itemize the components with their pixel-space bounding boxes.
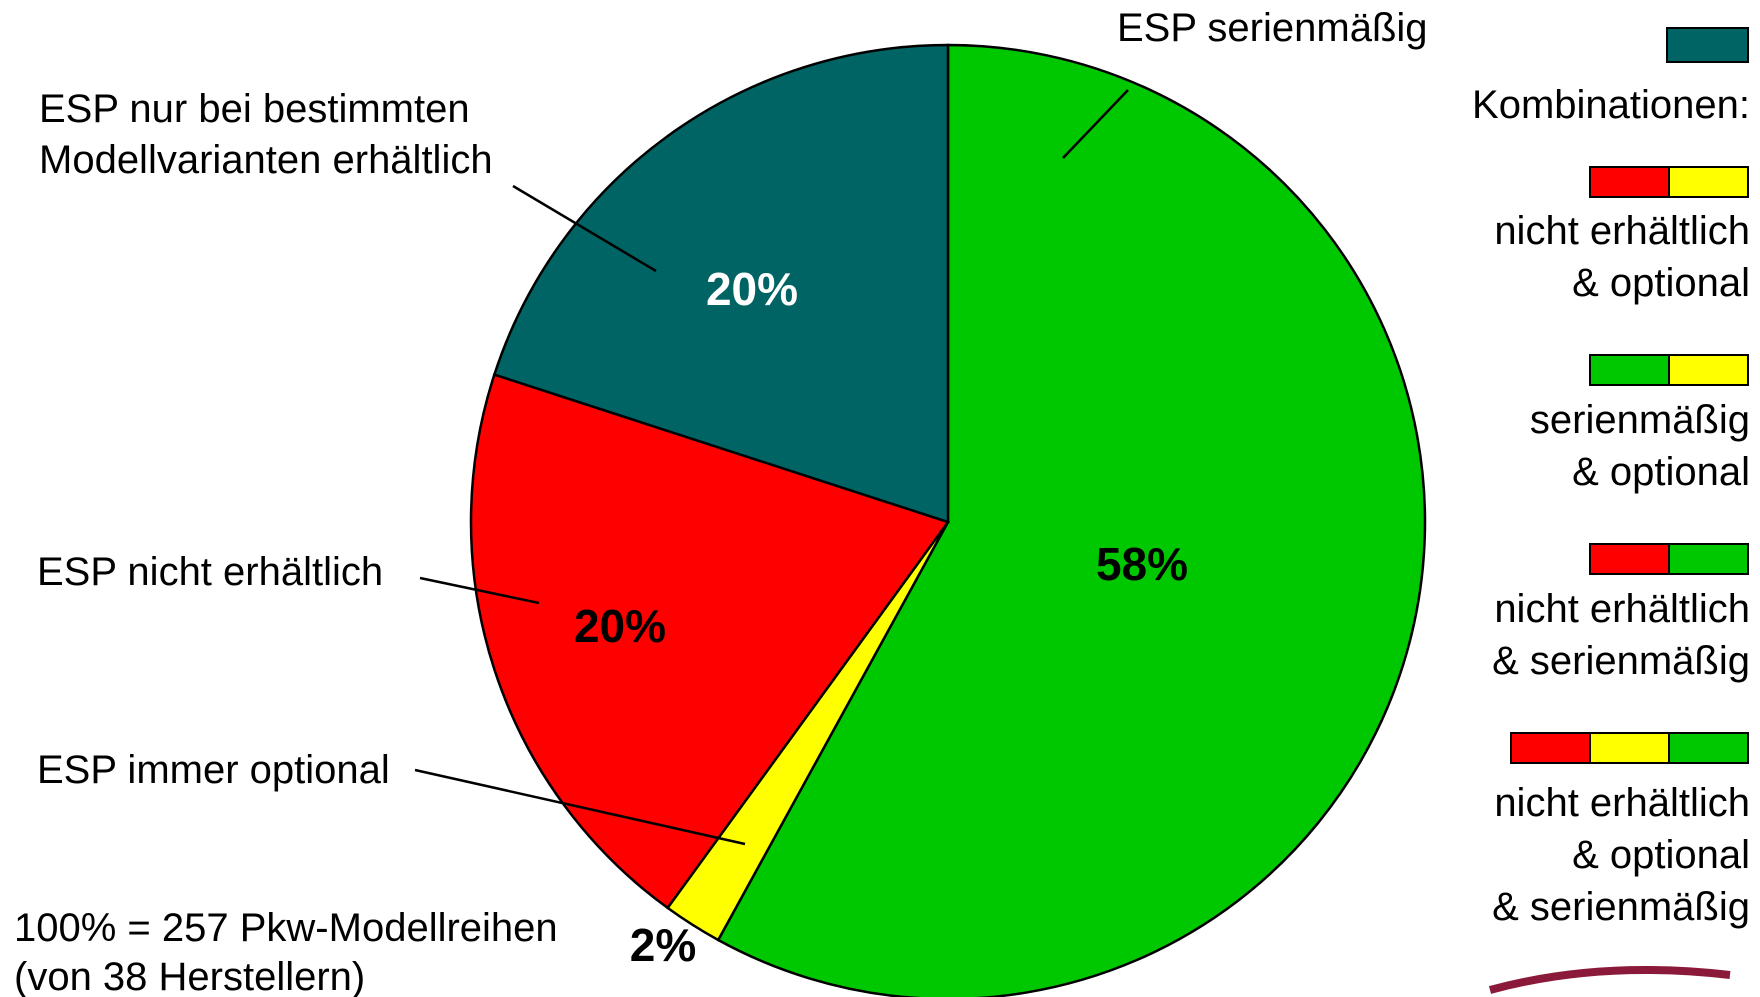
value-label: 2% xyxy=(629,919,697,971)
legend-label: & optional xyxy=(1572,261,1750,305)
legend-label: nicht erhältlich xyxy=(1494,209,1750,253)
legend-label: nicht erhältlich xyxy=(1494,587,1750,631)
legend-swatch xyxy=(1666,27,1749,63)
value-label: 20% xyxy=(573,600,667,652)
legend-label: & serienmäßig xyxy=(1492,639,1750,683)
legend-swatch xyxy=(1589,543,1670,575)
pie-slice xyxy=(716,43,1427,997)
legend-swatch xyxy=(1668,166,1749,198)
logo xyxy=(1488,966,1731,994)
slice-label: ESP immer optional xyxy=(37,748,390,792)
legend-label: & optional xyxy=(1572,450,1750,494)
slice-label: ESP nur bei bestimmten Modellvarianten e… xyxy=(39,87,493,182)
legend-label: serienmäßig xyxy=(1529,398,1750,442)
legend-swatch xyxy=(1589,732,1670,764)
value-label: 20% xyxy=(705,263,799,315)
legend-swatch xyxy=(1668,354,1749,386)
legend-label: & serienmäßig xyxy=(1492,885,1750,929)
legend-swatch xyxy=(1510,732,1591,764)
leader-line xyxy=(1062,89,1129,159)
note: 100% = 257 Pkw-Modellreihen xyxy=(14,906,558,950)
legend-swatch xyxy=(1589,166,1670,198)
legend-swatch xyxy=(1589,354,1670,386)
note: (von 38 Herstellern) xyxy=(14,955,366,997)
legend-swatch xyxy=(1668,543,1749,575)
value-label: 58% xyxy=(1095,538,1189,590)
pie xyxy=(469,43,1427,997)
leader-line xyxy=(512,184,657,273)
leader-line xyxy=(414,768,746,846)
pie-slice xyxy=(492,43,950,524)
legend-label: nicht erhältlich xyxy=(1494,781,1750,825)
pie-slice xyxy=(469,373,951,910)
slice-label: ESP nicht erhältlich xyxy=(37,550,384,594)
legend-title: Kombinationen: xyxy=(1472,83,1750,127)
legend-swatch xyxy=(1668,732,1749,764)
legend-label: & optional xyxy=(1572,833,1750,877)
slice-label: ESP serienmäßig xyxy=(1117,6,1428,50)
leader-line xyxy=(419,576,540,605)
leader-lines xyxy=(414,89,1129,846)
